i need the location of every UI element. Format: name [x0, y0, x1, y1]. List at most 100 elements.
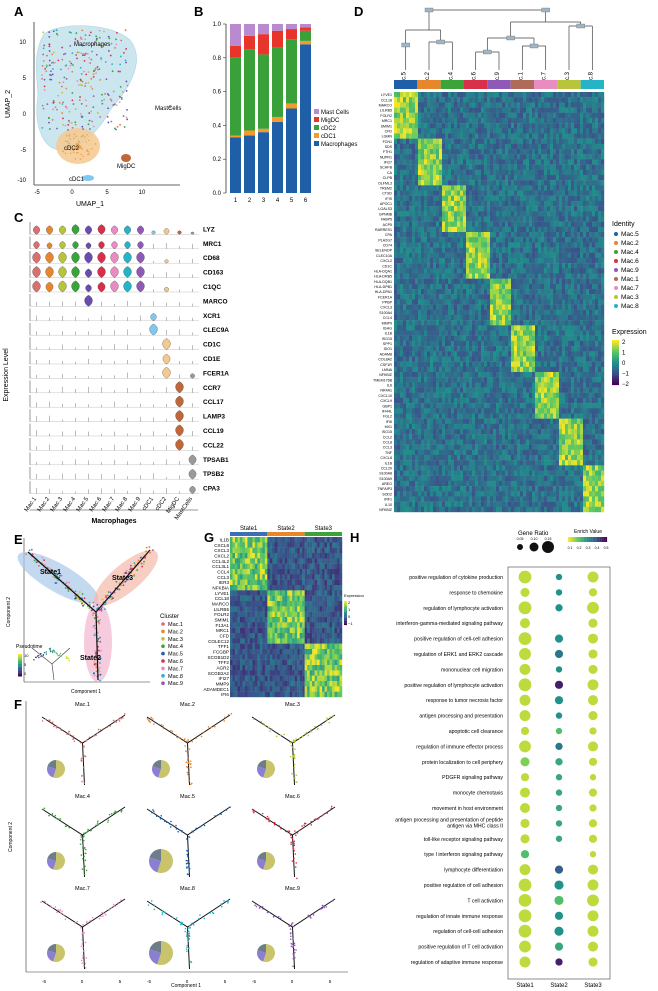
heatmap-cell: [472, 112, 476, 119]
heatmap-cell: [502, 190, 506, 196]
umap-point: [48, 121, 50, 124]
heatmap-cell: [469, 257, 473, 264]
heatmap-cell: [397, 159, 401, 165]
heatmap-cell: [406, 237, 410, 243]
heatmap-cell: [538, 278, 542, 285]
heatmap-cell: [577, 138, 581, 145]
heatmap-cell: [433, 320, 437, 326]
heatmap-cell: [403, 268, 407, 274]
violin-gene-label: CD1E: [203, 356, 221, 363]
heatmap-cell: [505, 263, 509, 269]
heatmap-cell: [430, 325, 434, 331]
heatmap-cell: [586, 268, 590, 274]
heatmap-cell: [544, 180, 548, 186]
heatmap-cell: [520, 351, 524, 357]
heatmap-cell: [454, 335, 458, 342]
heatmap-cell: [490, 309, 494, 316]
heatmap-cell: [481, 351, 485, 357]
heatmap-cell: [448, 335, 452, 342]
heatmap-cell: [436, 366, 440, 373]
heatmap-cell: [415, 314, 419, 321]
heatmap-cell: [406, 180, 410, 186]
heatmap-cell: [421, 397, 425, 404]
heatmap-cell: [550, 340, 554, 347]
heatmap-cell: [514, 299, 518, 305]
heatmap-cell: [571, 117, 575, 124]
heatmap-cell: [577, 216, 581, 222]
heatmap-cell: [415, 392, 419, 399]
heatmap-cell: [490, 356, 494, 362]
heatmap-cell: [577, 185, 581, 191]
heatmap-cell: [418, 273, 422, 279]
heatmap-cell: [562, 185, 566, 191]
heatmap-cell: [394, 174, 398, 181]
heatmap-cell: [601, 216, 605, 222]
heatmap-cell: [577, 154, 581, 160]
heatmap-cell: [457, 283, 461, 290]
heatmap-cell: [427, 128, 431, 134]
heatmap-cell: [520, 226, 524, 233]
heatmap-cell: [490, 232, 494, 238]
heatmap-cell: [589, 92, 593, 98]
heatmap-cell: [541, 351, 545, 357]
heatmap-cell: [541, 92, 545, 98]
heatmap-cell: [421, 346, 425, 352]
heatmap-cell: [538, 320, 542, 326]
heatmap-cell: [445, 263, 449, 269]
heatmap-cell: [553, 299, 557, 305]
heatmap-cell: [427, 211, 431, 217]
heatmap-cell: [520, 263, 524, 269]
heatmap-cell: [445, 397, 449, 404]
heatmap-cell: [586, 112, 590, 119]
heatmap-cell: [595, 138, 599, 145]
heatmap-cell: [571, 392, 575, 399]
heatmap-cell: [436, 309, 440, 316]
violin-gene-label: CD1C: [203, 342, 221, 349]
heatmap-cell: [412, 138, 416, 145]
heatmap-cell: [583, 382, 587, 388]
heatmap-cell: [430, 190, 434, 196]
heatmap-cell: [505, 397, 509, 404]
heatmap-cell: [439, 340, 443, 347]
heatmap-cell: [394, 346, 398, 352]
heatmap-cell: [460, 309, 464, 316]
heatmap-cell: [517, 304, 521, 310]
heatmap-cell: [451, 237, 455, 243]
heatmap-cell: [556, 247, 560, 253]
heatmap-cell: [601, 273, 605, 279]
heatmap-cell: [418, 117, 422, 124]
heatmap-cell: [589, 252, 593, 259]
heatmap-cell: [574, 107, 578, 113]
umap-point: [41, 77, 43, 80]
heatmap-cell: [424, 107, 428, 113]
heatmap-cell: [547, 314, 551, 321]
umap-point: [106, 115, 109, 118]
heatmap-cell: [424, 283, 428, 290]
heatmap-cell: [463, 304, 467, 310]
heatmap-cell: [493, 314, 497, 321]
heatmap-cell: [412, 97, 416, 103]
heatmap-cell: [481, 268, 485, 274]
umap-point-cdc2: [74, 158, 77, 160]
bar-legend-swatch: [314, 109, 319, 114]
violin-row-ccr7: CCR7: [29, 380, 221, 393]
heatmap-cell: [430, 309, 434, 316]
heatmap-cell: [553, 392, 557, 399]
heatmap-cell: [532, 289, 536, 295]
heatmap-cell: [547, 143, 551, 150]
heatmap-cell: [511, 221, 515, 228]
heatmap-cell: [574, 299, 578, 305]
heatmap-cell: [421, 195, 425, 202]
heatmap-cell: [442, 320, 446, 326]
heatmap-cell: [481, 263, 485, 269]
heatmap-cell: [406, 185, 410, 191]
heatmap-cell: [445, 247, 449, 253]
heatmap-cell: [529, 133, 533, 139]
umap-point: [55, 29, 58, 32]
heatmap-cell: [463, 309, 467, 316]
heatmap-cell: [583, 190, 587, 196]
heatmap-cell: [481, 330, 485, 336]
heatmap-cell: [583, 366, 587, 373]
heatmap-cell: [559, 112, 563, 119]
umap-point: [84, 38, 87, 41]
